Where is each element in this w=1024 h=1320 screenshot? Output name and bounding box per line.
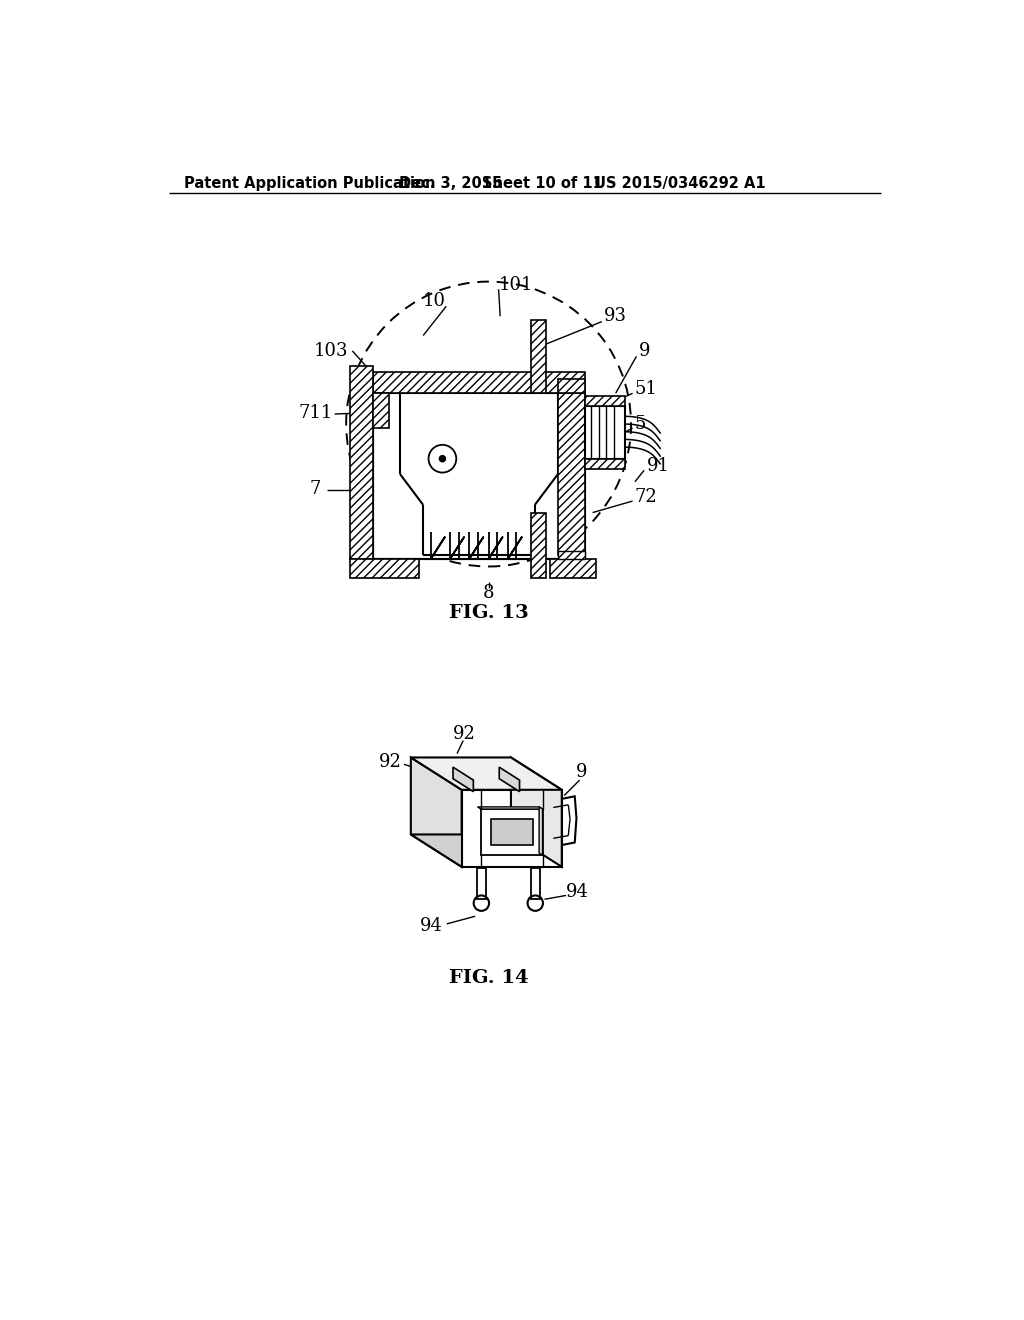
- Text: 94: 94: [420, 917, 442, 936]
- Text: 101: 101: [499, 276, 532, 294]
- Bar: [373, 393, 585, 558]
- Polygon shape: [490, 818, 532, 845]
- Text: 91: 91: [646, 458, 670, 475]
- Text: Patent Application Publication: Patent Application Publication: [184, 176, 436, 190]
- Bar: [531, 512, 547, 578]
- Bar: [350, 367, 373, 558]
- Text: 93: 93: [604, 308, 627, 325]
- Polygon shape: [481, 809, 543, 855]
- Text: 103: 103: [313, 342, 348, 360]
- Bar: [373, 393, 388, 428]
- Bar: [373, 372, 585, 393]
- Text: 5: 5: [635, 414, 646, 433]
- Polygon shape: [462, 789, 562, 867]
- Bar: [585, 407, 625, 459]
- Text: 91: 91: [446, 781, 469, 799]
- Bar: [558, 379, 585, 393]
- Text: 72: 72: [635, 488, 657, 506]
- Text: 9: 9: [575, 763, 587, 781]
- Text: 7: 7: [309, 480, 322, 499]
- Polygon shape: [411, 758, 462, 867]
- Text: Sheet 10 of 11: Sheet 10 of 11: [481, 176, 602, 190]
- Text: 9: 9: [639, 342, 650, 360]
- Polygon shape: [539, 807, 543, 855]
- Text: Dec. 3, 2015: Dec. 3, 2015: [398, 176, 502, 190]
- Text: FIG. 13: FIG. 13: [449, 603, 528, 622]
- Text: FIG. 14: FIG. 14: [449, 969, 528, 987]
- Bar: [477, 869, 486, 899]
- Text: 51: 51: [635, 380, 657, 399]
- Polygon shape: [453, 767, 473, 792]
- Polygon shape: [511, 758, 562, 867]
- Bar: [531, 321, 547, 393]
- Text: 711: 711: [298, 404, 333, 421]
- Text: US 2015/0346292 A1: US 2015/0346292 A1: [594, 176, 766, 190]
- Bar: [350, 558, 419, 578]
- Bar: [585, 459, 625, 470]
- Bar: [550, 558, 596, 578]
- Text: 94: 94: [566, 883, 589, 900]
- Text: 10: 10: [423, 292, 446, 310]
- Text: 92: 92: [379, 754, 401, 771]
- Bar: [558, 552, 585, 558]
- Circle shape: [439, 455, 445, 462]
- Polygon shape: [477, 807, 543, 809]
- Polygon shape: [411, 758, 562, 789]
- Bar: [530, 869, 540, 899]
- Text: 8: 8: [483, 585, 495, 602]
- Polygon shape: [554, 796, 577, 846]
- Bar: [558, 393, 585, 554]
- Bar: [585, 396, 625, 407]
- Text: 92: 92: [454, 726, 476, 743]
- Polygon shape: [411, 834, 562, 867]
- Polygon shape: [500, 767, 519, 792]
